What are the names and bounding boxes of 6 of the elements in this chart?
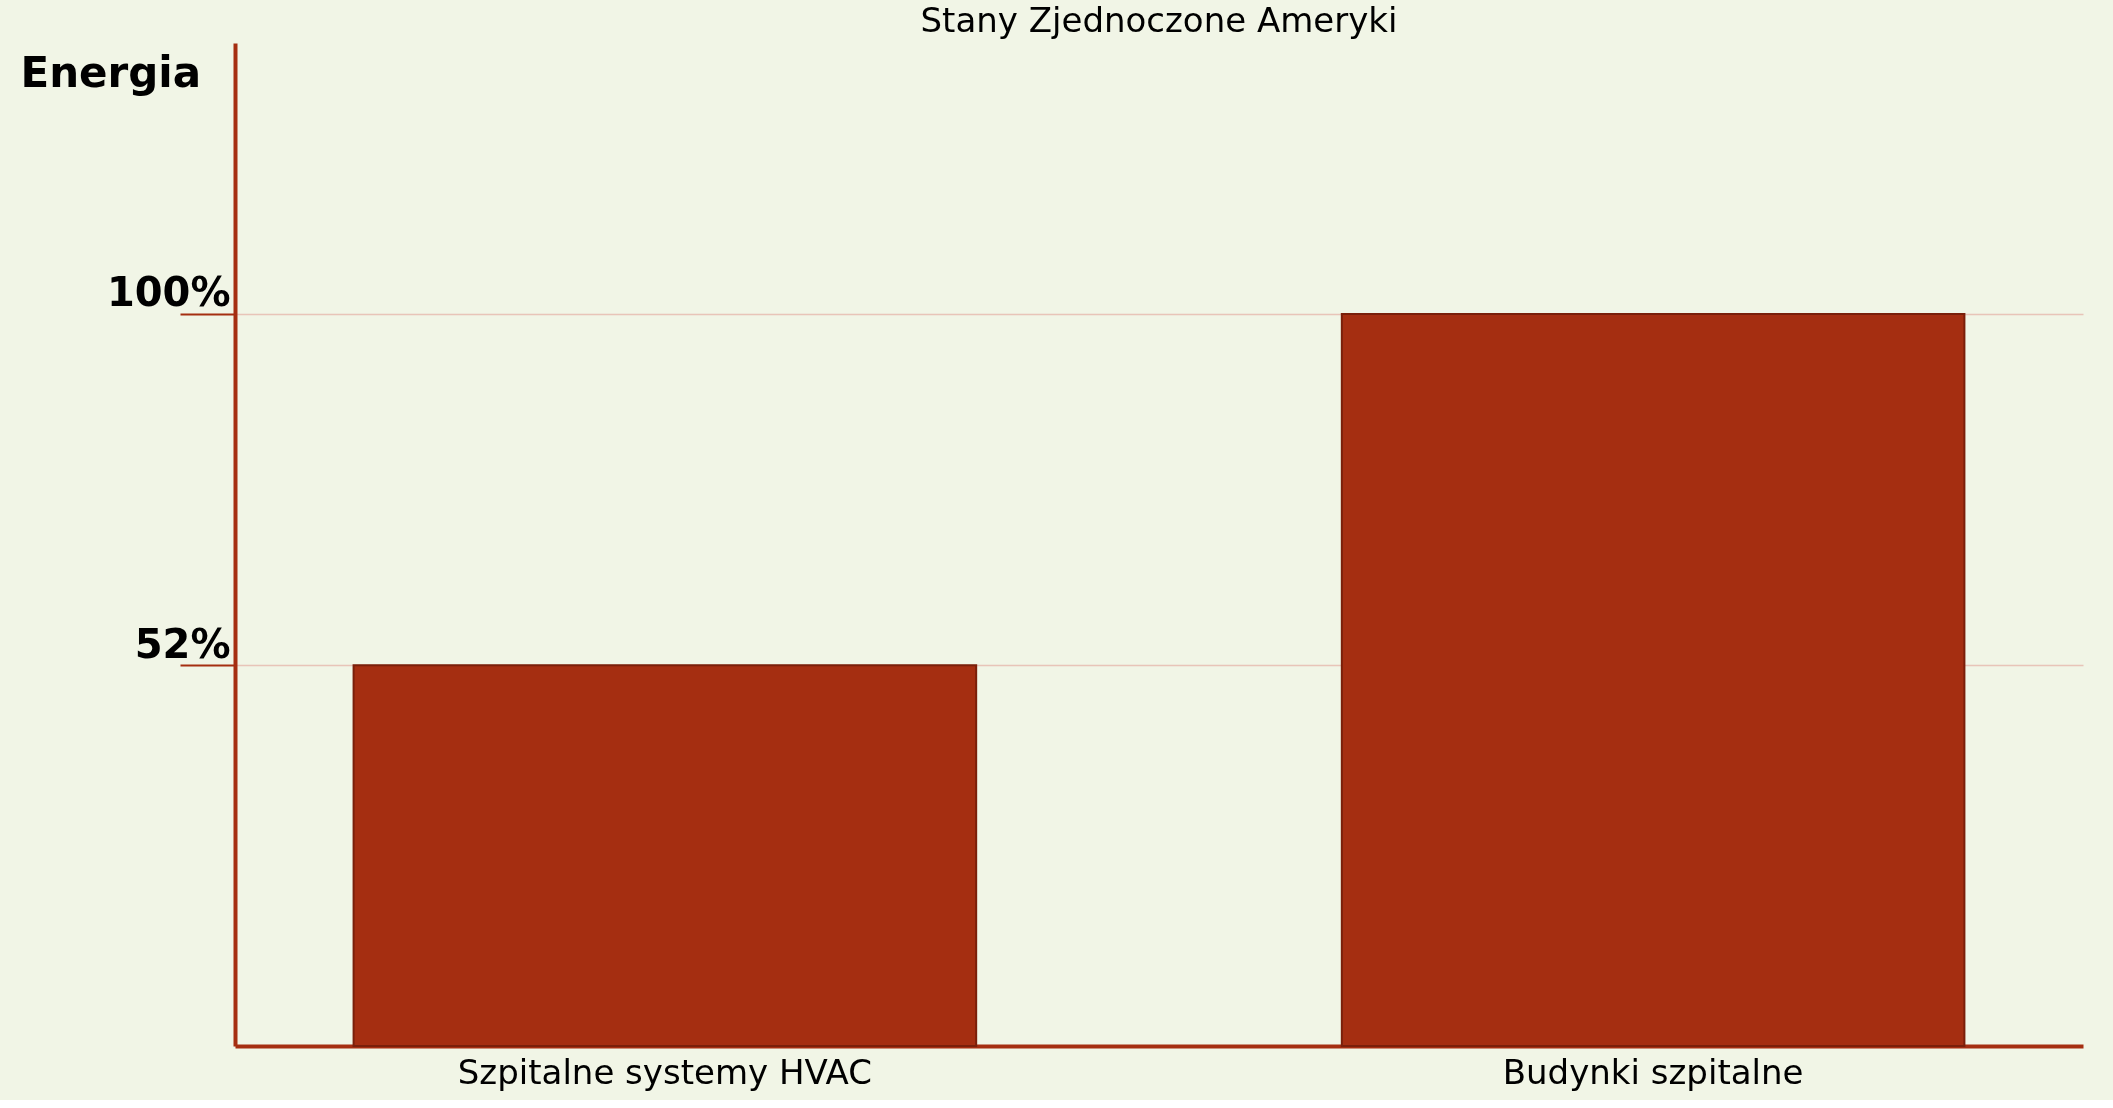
- y-tick-label: 100%: [106, 269, 231, 316]
- y-axis-title: Energia: [20, 47, 202, 97]
- chart-title: Stany Zjednoczone Ameryki: [920, 0, 1398, 40]
- x-tick-label: Budynki szpitalne: [1502, 1051, 1804, 1092]
- y-tick-label: 52%: [134, 620, 231, 667]
- x-tick-label: Szpitalne systemy HVAC: [457, 1051, 873, 1092]
